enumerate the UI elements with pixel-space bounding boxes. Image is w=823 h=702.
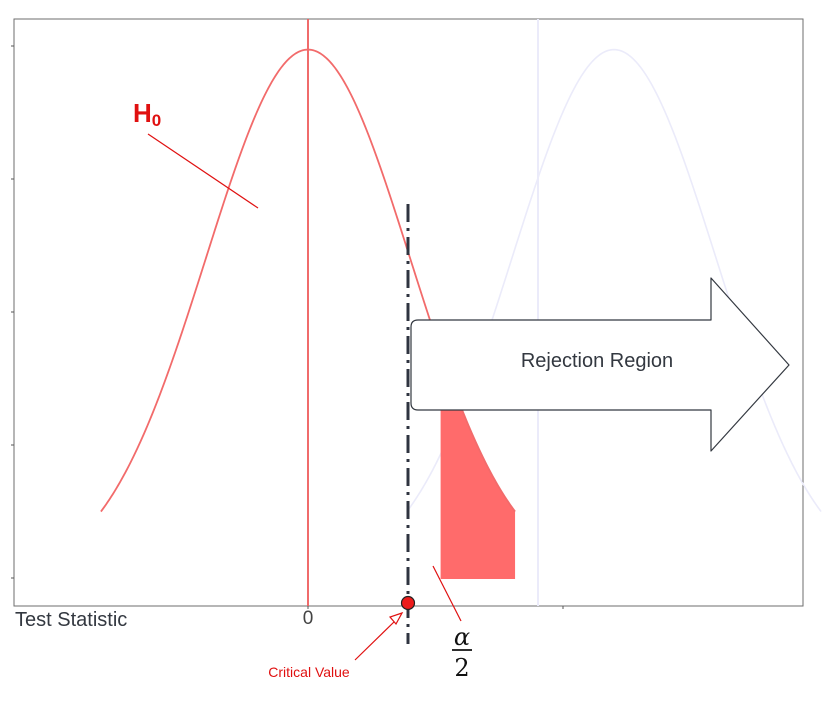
h0-leader-line bbox=[147, 133, 259, 209]
alpha-numerator: α bbox=[454, 623, 470, 651]
alpha-leader-line bbox=[432, 565, 462, 622]
x-axis-title: Test Statistic bbox=[15, 609, 127, 631]
critical-value-pointer bbox=[354, 619, 397, 661]
rejection-region-arrow bbox=[410, 277, 790, 452]
h0-label: H0 bbox=[133, 98, 161, 130]
critical-value-point bbox=[400, 595, 416, 611]
critical-value-pointer-head bbox=[388, 611, 404, 626]
rejection-region-label: Rejection Region bbox=[521, 350, 673, 372]
alpha-denominator: 2 bbox=[454, 654, 469, 682]
zero-tick-label: 0 bbox=[303, 608, 314, 629]
critical-value-label: Critical Value bbox=[268, 664, 350, 680]
